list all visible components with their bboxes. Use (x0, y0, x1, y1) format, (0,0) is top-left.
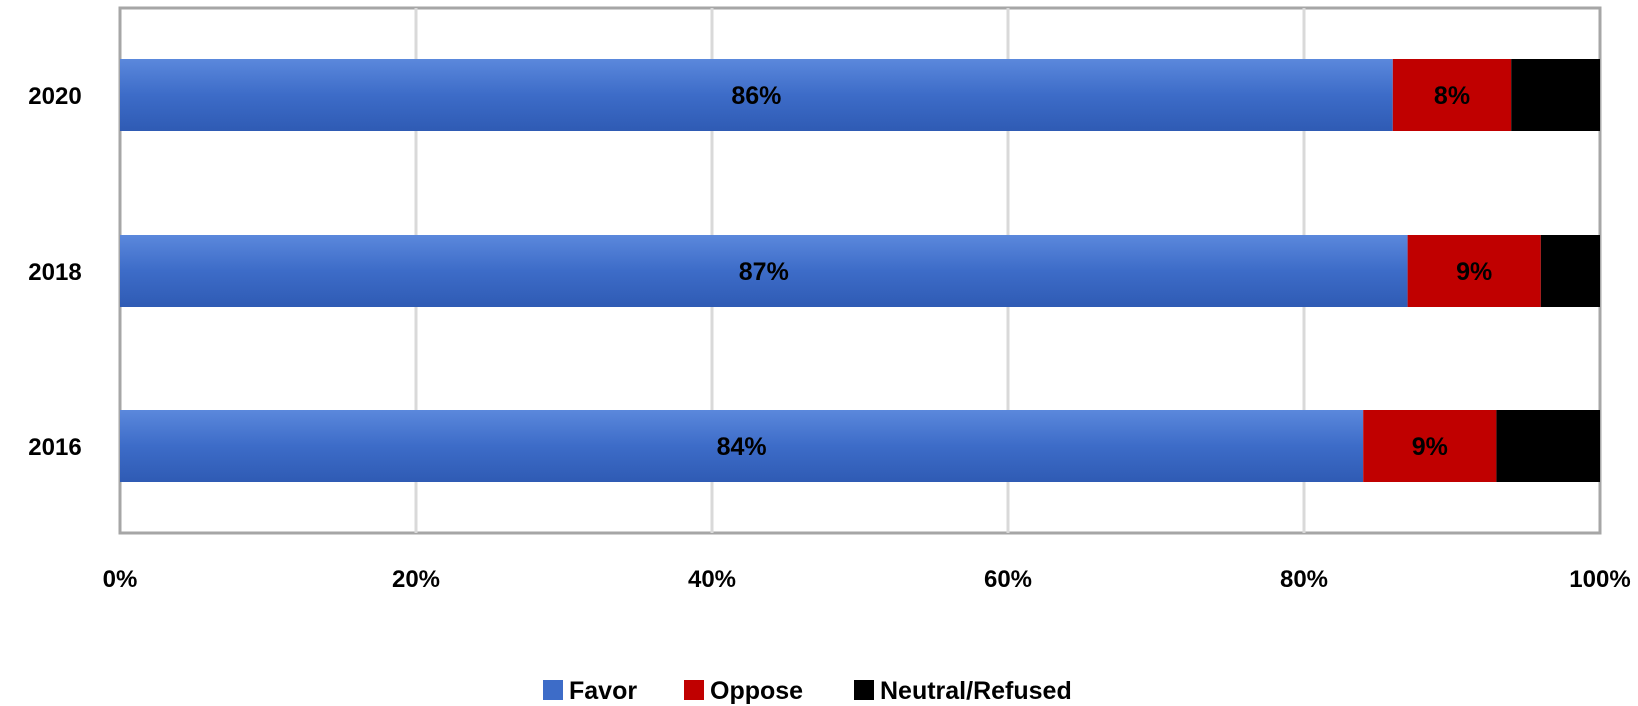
bar-segment-favor (120, 59, 1393, 131)
legend-label: Favor (569, 677, 637, 705)
bar-segment-favor (120, 410, 1364, 482)
bar-segment-oppose (1407, 235, 1541, 307)
data-label: 9% (1456, 258, 1492, 286)
data-label: 86% (731, 82, 781, 110)
bar-segment-oppose (1363, 410, 1497, 482)
x-tick-label: 0% (103, 566, 138, 593)
category-label: 2018 (28, 259, 81, 286)
x-tick-label: 100% (1569, 566, 1630, 593)
bar-segment-neutral-refused (1511, 59, 1600, 131)
legend: Favor Oppose Neutral/Refused (543, 677, 1072, 705)
legend-swatch (854, 680, 874, 700)
x-tick-label: 20% (392, 566, 440, 593)
bar-segment-favor (120, 235, 1408, 307)
data-label: 87% (739, 258, 789, 286)
category-label: 2020 (28, 83, 81, 110)
category-label: 2016 (28, 434, 81, 461)
legend-label: Oppose (710, 677, 803, 705)
bar-segment-neutral-refused (1540, 235, 1600, 307)
x-tick-label: 60% (984, 566, 1032, 593)
data-label: 9% (1412, 433, 1448, 461)
data-label: 84% (717, 433, 767, 461)
legend-swatch (543, 680, 563, 700)
legend-label: Neutral/Refused (880, 677, 1072, 705)
data-label: 8% (1434, 82, 1470, 110)
plot-area: 0% 20% 40% 60% 80% 100% 2020 86% 8% 2018 87% 9% 2016… (28, 6, 1631, 593)
legend-swatch (684, 680, 704, 700)
bar-segment-neutral-refused (1496, 410, 1600, 482)
bar-segment-oppose (1392, 59, 1512, 131)
x-tick-label: 40% (688, 566, 736, 593)
x-tick-label: 80% (1280, 566, 1328, 593)
